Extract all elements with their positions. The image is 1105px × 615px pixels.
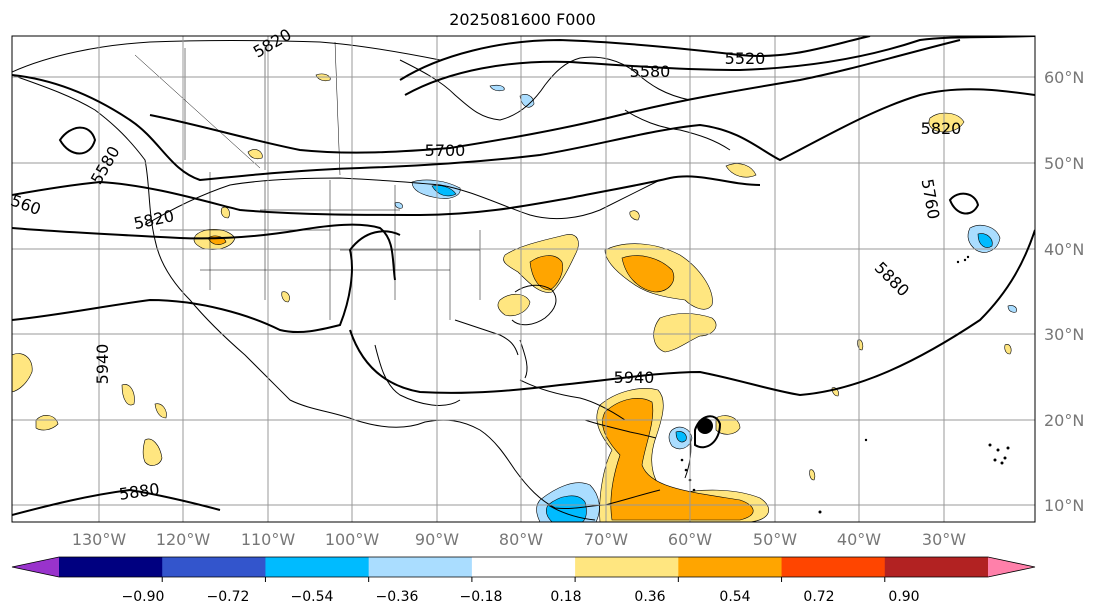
colorbar-tick-label: −0.18 (460, 589, 503, 605)
lon-label: 60°W (668, 530, 712, 549)
lon-label: 30°W (922, 530, 966, 549)
colorbar-extend-max (988, 557, 1035, 577)
contour-label: 5580 (630, 62, 671, 81)
lon-label: 80°W (499, 530, 543, 549)
colorbar-segment (471, 557, 576, 577)
contour-label: 5820 (921, 119, 962, 138)
lon-label: 70°W (584, 530, 628, 549)
colorbar-tick-label: −0.90 (122, 589, 165, 605)
contour-label: 5940 (614, 368, 655, 387)
colorbar-tick-labels: −0.90 −0.72 −0.54 −0.36 −0.18 0.18 0.36 … (122, 589, 920, 605)
colorbar-segment (678, 557, 783, 577)
graticule (12, 36, 1035, 522)
colorbar-segment (368, 557, 473, 577)
colorbar-tick-label: 0.36 (634, 589, 665, 605)
colorbar-tick-label: −0.72 (207, 589, 250, 605)
lon-label: 130°W (72, 530, 127, 549)
lon-label: 90°W (415, 530, 459, 549)
lat-label: 50°N (1044, 154, 1084, 173)
colorbar-tick-label: 0.18 (550, 589, 581, 605)
colorbar-outline (11, 556, 1036, 578)
colorbar (11, 556, 1036, 582)
lon-label: 50°W (753, 530, 797, 549)
latitude-labels: 60°N 50°N 40°N 30°N 20°N 10°N (1044, 68, 1084, 515)
contour-label: 5700 (425, 141, 466, 160)
colorbar-segment (59, 557, 163, 577)
lat-label: 60°N (1044, 68, 1084, 87)
lat-label: 40°N (1044, 240, 1084, 259)
height-contours (12, 36, 1035, 516)
colorbar-segment (162, 557, 266, 577)
lat-label: 10°N (1044, 496, 1084, 515)
map-title: 2025081600 F000 (449, 10, 596, 29)
colorbar-segment (884, 557, 989, 577)
colorbar-tick-label: 0.54 (719, 589, 750, 605)
contour-label: 5520 (725, 49, 766, 68)
colorbar-segment (265, 557, 370, 577)
coastlines-and-borders (12, 40, 731, 521)
lon-label: 120°W (156, 530, 211, 549)
colorbar-tick-label: 0.90 (888, 589, 919, 605)
hurricane-marker (697, 418, 713, 434)
map-frame (11, 35, 1036, 523)
anomaly-negative-shading (394, 84, 1017, 522)
lon-label: 40°W (837, 530, 881, 549)
colorbar-segment (781, 557, 886, 577)
contour-label: 5940 (93, 344, 112, 385)
lat-label: 20°N (1044, 411, 1084, 430)
lon-label: 100°W (325, 530, 380, 549)
colorbar-segment (575, 557, 679, 577)
lon-label: 110°W (241, 530, 296, 549)
colorbar-tick-label: 0.72 (803, 589, 834, 605)
lat-label: 30°N (1044, 325, 1084, 344)
colorbar-tick-label: −0.36 (376, 589, 419, 605)
colorbar-extend-min (12, 557, 59, 577)
colorbar-tick-label: −0.54 (291, 589, 334, 605)
longitude-labels: 130°W 120°W 110°W 100°W 90°W 80°W 70°W 6… (72, 530, 966, 549)
islands (680, 255, 1010, 514)
